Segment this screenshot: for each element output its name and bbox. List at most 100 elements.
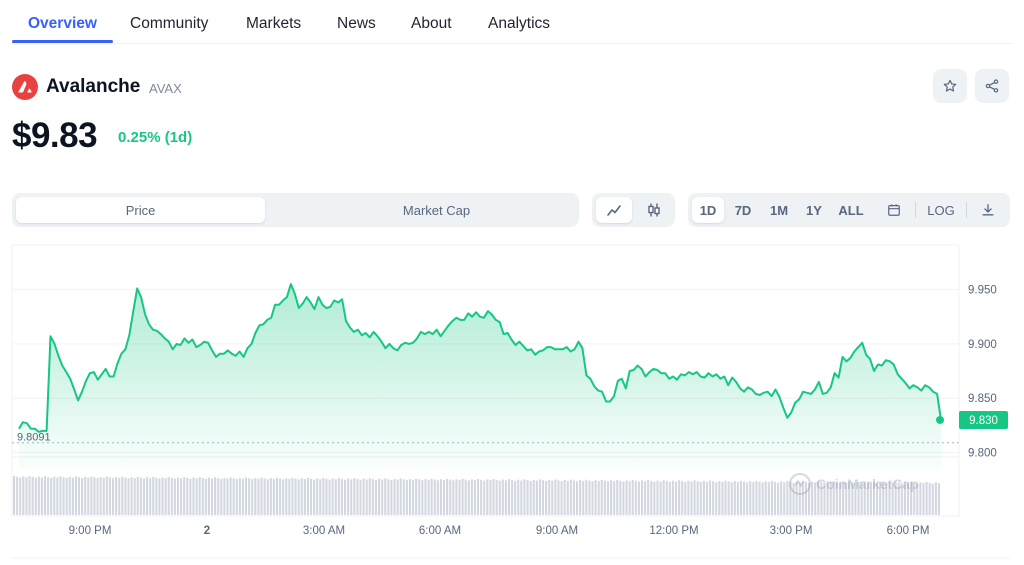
volume-bar [572,480,575,515]
volume-bar [62,477,65,515]
volume-bar [789,481,792,515]
range-1y-button[interactable]: 1Y [806,202,822,218]
download-icon [982,204,994,216]
volume-bar [588,480,591,515]
volume-bar [22,476,25,515]
volume-bar [634,480,637,515]
volume-bar [381,479,384,515]
volume-bar [158,478,161,515]
volume-bar [656,480,659,515]
volume-bar [241,478,245,515]
volume-bar [396,479,399,515]
candlestick-icon [648,203,660,217]
volume-bar [81,478,84,515]
volume-bar [699,482,702,515]
range-all-button[interactable]: ALL [838,202,864,218]
volume-bar [480,479,483,515]
volume-bar [903,482,906,515]
download-button[interactable] [974,197,1002,223]
line-chart-button[interactable] [596,197,632,223]
volume-bar [297,479,300,515]
tab-community[interactable]: Community [130,15,209,32]
volume-bar [548,479,551,515]
tab-news[interactable]: News [337,15,376,32]
volume-bar [282,479,285,515]
volume-bar [455,479,458,515]
volume-bar [449,479,452,515]
volume-bar [557,480,560,515]
volume-bar [353,478,356,515]
volume-bar [384,478,387,515]
tab-about[interactable]: About [411,15,452,32]
volume-bar [303,479,306,515]
watchlist-star-button[interactable] [933,69,967,103]
volume-bar [53,476,56,515]
coin-price: $9.83 [12,116,98,155]
volume-bar [19,477,22,515]
volume-bar [56,477,59,515]
volume-bar [507,479,511,515]
volume-bar [681,481,684,515]
volume-bar [28,476,31,515]
volume-bar [121,476,124,515]
volume-bar [495,479,498,515]
volume-bar [532,479,535,515]
volume-bar [937,483,941,515]
active-tab-indicator [12,40,113,43]
range-1d-button[interactable]: 1D [692,197,724,223]
tab-markets[interactable]: Markets [246,15,302,32]
volume-bar [207,477,210,515]
price-chart[interactable]: 9.8091 9:00 PM 2 3:00 AM 6:00 AM 9:00 AM 12:0… [0,240,1024,565]
price-toggle-option[interactable]: Price [16,197,265,223]
volume-bar [560,481,563,515]
volume-bar [251,479,254,515]
volume-bar [232,478,235,515]
volume-bar [625,480,628,515]
volume-bar [176,477,180,515]
volume-bar [678,480,681,515]
volume-bar [248,478,251,515]
volume-bar [142,478,146,515]
volume-bar [885,483,888,515]
range-7d-button[interactable]: 7D [734,202,752,218]
volume-bar [464,479,467,515]
volume-bar [563,479,566,515]
volume-bar [897,482,900,515]
volume-bar [300,478,303,515]
volume-bar [139,477,142,515]
range-1m-button[interactable]: 1M [769,202,789,218]
calendar-button[interactable] [880,197,908,223]
volume-bar [365,479,368,515]
current-price-tag [959,410,1008,429]
share-button[interactable] [975,69,1009,103]
volume-bar [288,478,291,515]
volume-bar [433,479,436,515]
volume-bar [418,479,421,515]
volume-bar [124,477,127,515]
volume-bar [427,479,430,515]
volume-bar [838,482,842,515]
tab-overview[interactable]: Overview [28,15,97,32]
volume-bar [653,481,656,515]
volume-bar [316,478,319,515]
volume-bar [860,482,863,515]
volume-bar [115,477,118,515]
volume-bar [637,481,640,515]
volume-bar [204,478,207,515]
log-scale-button[interactable]: LOG [927,202,955,218]
volume-bar [622,481,625,515]
volume-bar [919,482,922,515]
volume-bar [817,481,820,515]
volume-bar [718,480,721,515]
volume-bar [888,482,891,515]
volume-bar [331,478,334,515]
candlestick-chart-button[interactable] [636,197,672,223]
volume-bar [795,481,798,515]
tab-analytics[interactable]: Analytics [488,15,551,32]
market-cap-toggle-option[interactable]: Market Cap [402,202,471,218]
volume-bar [526,480,529,515]
volume-bar [569,479,572,515]
volume-bar [693,480,696,515]
chart-frame [11,244,960,517]
volume-bar [442,479,446,515]
